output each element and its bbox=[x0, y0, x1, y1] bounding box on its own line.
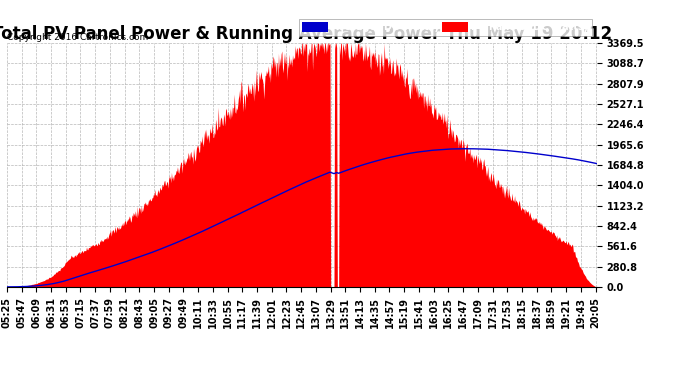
Legend: Average (DC Watts), PV Panels (DC Watts): Average (DC Watts), PV Panels (DC Watts) bbox=[299, 19, 591, 36]
Text: Copyright 2016 Cartronics.com: Copyright 2016 Cartronics.com bbox=[7, 33, 148, 42]
Title: Total PV Panel Power & Running Average Power Thu May 19 20:12: Total PV Panel Power & Running Average P… bbox=[0, 25, 612, 43]
